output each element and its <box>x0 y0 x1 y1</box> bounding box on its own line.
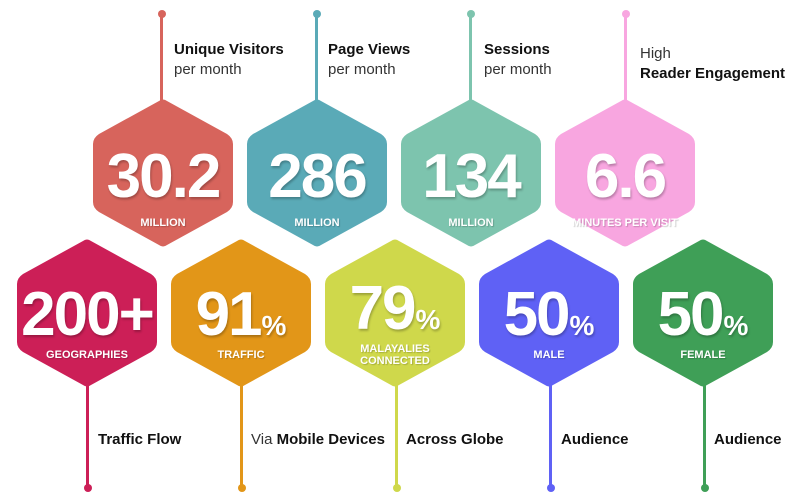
stat-label: MILLION <box>294 217 340 229</box>
caption-engagement-light: High <box>640 45 671 62</box>
hexagon-shape <box>17 239 157 387</box>
hexagon-shape <box>555 99 695 247</box>
stat-label: MILLION <box>140 217 186 229</box>
stem-male <box>549 380 552 486</box>
stat-label: FEMALE <box>680 349 726 361</box>
caption-geographies: Traffic Flow <box>98 430 181 450</box>
caption-visitors: Unique Visitors per month <box>174 40 284 80</box>
stat-value: 50% <box>657 280 749 349</box>
hexagon-shape <box>247 99 387 247</box>
caption-traffic-pre: Via <box>251 431 273 448</box>
stat-value: 6.6 <box>584 142 667 211</box>
stat-hex-sessions: 134 MILLION <box>401 98 541 248</box>
hexagon-shape <box>325 239 465 387</box>
hexagon-shape <box>401 99 541 247</box>
stem-geographies <box>86 380 89 486</box>
caption-traffic: Via Mobile Devices <box>251 430 385 450</box>
stat-label: MALE <box>533 349 565 361</box>
caption-female-bold: Audience <box>714 431 782 448</box>
caption-male: Audience <box>561 430 629 450</box>
caption-engagement-bold: Reader Engagement <box>640 65 786 82</box>
stem-sessions <box>469 14 472 114</box>
caption-pageviews-bold: Page Views <box>328 41 411 58</box>
stem-dot-female <box>701 484 709 492</box>
stat-hex-malayalies: 79% MALAYALIES CONNECTED <box>325 238 465 388</box>
caption-sessions: Sessions per month <box>484 40 552 80</box>
stat-label: GEOGRAPHIES <box>46 349 128 361</box>
stat-value: 91% <box>195 280 287 349</box>
stat-hex-engagement: 6.6 MINUTES PER VISIT <box>555 98 695 248</box>
stat-value: 134 <box>422 142 521 211</box>
stem-malayalies <box>395 380 398 486</box>
caption-male-bold: Audience <box>561 431 629 448</box>
caption-traffic-bold: Mobile Devices <box>276 431 385 448</box>
stat-hex-traffic: 91% TRAFFIC <box>171 238 311 388</box>
stat-hex-male: 50% MALE <box>479 238 619 388</box>
caption-pageviews: Page Views per month <box>328 40 410 80</box>
stat-label-line2: CONNECTED <box>360 355 430 367</box>
hexagon-shape <box>171 239 311 387</box>
stat-label: TRAFFIC <box>217 349 265 361</box>
stat-value: 286 <box>268 142 367 211</box>
stem-female <box>703 380 706 486</box>
caption-sessions-bold: Sessions <box>484 41 550 58</box>
hexagon-shape <box>633 239 773 387</box>
hexagon-shape <box>93 99 233 247</box>
stat-label-line1: MALAYALIES <box>360 343 430 355</box>
caption-pageviews-light: per month <box>328 61 396 78</box>
stem-dot-geographies <box>84 484 92 492</box>
stat-hex-female: 50% FEMALE <box>633 238 773 388</box>
stat-hex-visitors: 30.2 MILLION <box>93 98 233 248</box>
hexagon-shape <box>479 239 619 387</box>
caption-female: Audience <box>714 430 782 450</box>
caption-visitors-light: per month <box>174 61 242 78</box>
stat-label: MINUTES PER VISIT <box>572 217 678 229</box>
stat-value: 30.2 <box>106 142 222 211</box>
caption-geographies-bold: Traffic Flow <box>98 431 182 448</box>
stem-dot-traffic <box>238 484 246 492</box>
stat-hex-geographies: 200+ GEOGRAPHIES <box>17 238 157 388</box>
stat-value: 50% <box>503 280 595 349</box>
stat-label: MILLION <box>448 217 494 229</box>
caption-malayalies: Across Globe <box>406 430 504 450</box>
caption-sessions-light: per month <box>484 61 552 78</box>
stat-hex-pageviews: 286 MILLION <box>247 98 387 248</box>
stem-traffic <box>240 380 243 486</box>
caption-visitors-bold: Unique Visitors <box>174 41 284 58</box>
stem-pageviews <box>315 14 318 114</box>
stem-dot-malayalies <box>393 484 401 492</box>
stem-engagement <box>624 14 627 114</box>
caption-malayalies-bold: Across Globe <box>406 431 504 448</box>
stat-value: 200+ <box>21 280 155 349</box>
stem-dot-male <box>547 484 555 492</box>
caption-engagement: High Reader Engagement <box>640 44 785 84</box>
stat-value: 79% <box>349 274 441 343</box>
stem-visitors <box>160 14 163 114</box>
